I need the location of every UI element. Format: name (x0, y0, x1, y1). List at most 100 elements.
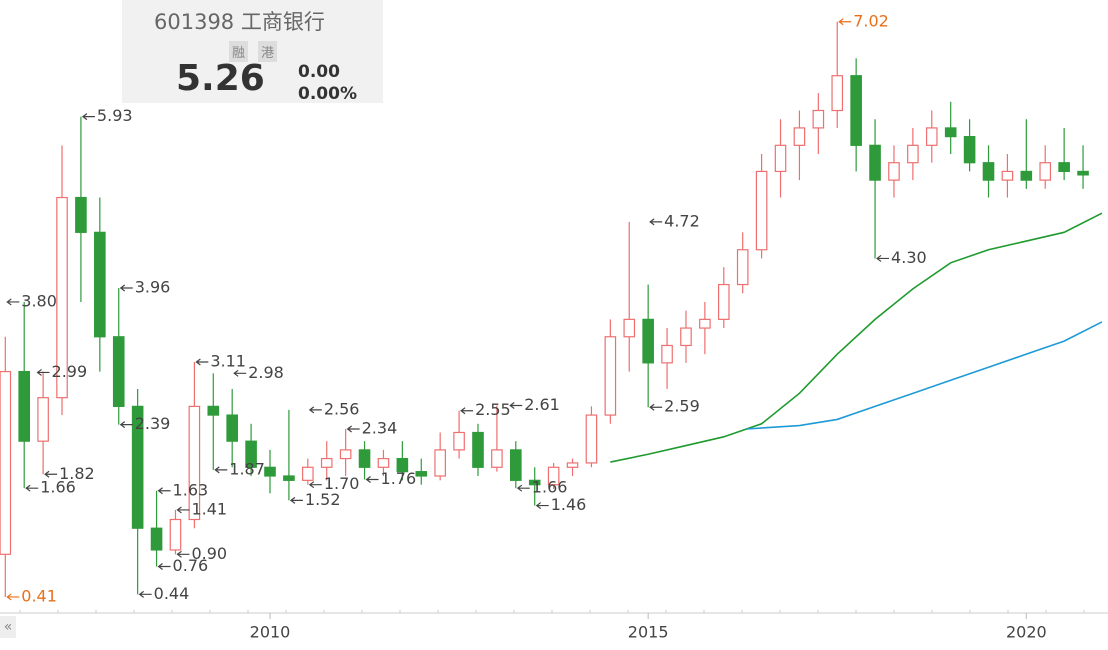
annotation-arrow (6, 593, 20, 601)
candle-body (907, 144, 919, 164)
annotation-label: 2.98 (248, 363, 284, 382)
annotation-label: 2.55 (475, 400, 511, 419)
annotation-arrow (233, 369, 247, 377)
annotation-label: 4.72 (664, 211, 700, 230)
annotation-label: 7.02 (853, 11, 889, 30)
candle-body (283, 475, 295, 481)
annotation-arrow (119, 421, 133, 429)
annotation-arrow (157, 563, 171, 570)
annotation-label: 1.66 (532, 478, 568, 497)
candle-body (888, 162, 900, 181)
annotation-label: 3.11 (210, 351, 246, 370)
annotation-arrow (876, 254, 890, 262)
annotation-label: 1.66 (40, 478, 76, 497)
candle-body (226, 414, 238, 442)
candle-body (377, 457, 390, 468)
candle-body (18, 370, 31, 442)
candle-body (0, 370, 12, 555)
candle-body (585, 414, 598, 464)
annotation-label: 1.70 (324, 474, 360, 493)
candle-body (188, 405, 201, 521)
candle-body (94, 231, 106, 338)
annotation-label: 1.87 (229, 459, 265, 478)
badge: 融 (229, 41, 249, 62)
x-tick-label: 2010 (250, 623, 291, 642)
annotation-arrow (6, 298, 20, 306)
annotation-label: 2.56 (324, 399, 360, 418)
annotation-arrow (214, 466, 228, 474)
candle-body (1039, 162, 1052, 181)
annotation-label: 2.61 (524, 395, 560, 414)
candle-body (1001, 170, 1014, 181)
candle-body (699, 318, 711, 329)
candle-body (963, 136, 976, 164)
candle-body (207, 405, 220, 416)
candle-body (169, 518, 182, 551)
candle-body (245, 440, 257, 468)
annotation-label: 1.46 (551, 495, 587, 514)
candle-body (264, 466, 276, 477)
annotation-arrow (176, 506, 190, 514)
annotation-arrow (308, 406, 322, 414)
annotation-arrow (36, 368, 50, 376)
candle-body (302, 466, 314, 481)
candle-body (453, 431, 465, 451)
candle-body (850, 75, 862, 146)
candle-body (925, 127, 938, 146)
candle-body (812, 109, 825, 129)
annotation-label: 1.63 (173, 480, 209, 499)
candle-body (510, 449, 522, 481)
badge: 港 (258, 41, 278, 62)
annotation-arrow (838, 18, 852, 26)
annotation-label: 5.93 (97, 106, 133, 125)
annotation-label: 2.59 (664, 397, 700, 416)
candle-body (982, 162, 995, 181)
annotation-arrow (176, 550, 190, 558)
candle-body (869, 144, 881, 181)
moving-average-line (746, 321, 1103, 430)
candle-body (755, 170, 768, 251)
annotation-label: 0.76 (173, 556, 209, 575)
annotation-arrow (649, 403, 663, 411)
candle-body (831, 75, 844, 112)
stock-name: 601398 工商银行 (154, 10, 325, 34)
annotation-arrow (44, 470, 58, 478)
candle-body (680, 327, 692, 347)
annotation-label: 2.99 (52, 362, 88, 381)
annotation-arrow (535, 502, 549, 510)
candle-body (566, 462, 579, 468)
annotation-arrow (308, 481, 322, 489)
annotation-label: 1.82 (59, 464, 95, 483)
candle-body (472, 431, 484, 468)
annotation-label: 0.41 (21, 586, 57, 605)
annotation-label: 0.44 (154, 584, 190, 603)
candle-body (415, 471, 428, 477)
annotation-arrow (119, 284, 133, 292)
annotation-arrow (81, 113, 95, 121)
change: 0.00 (298, 62, 340, 82)
annotation-arrow (25, 484, 39, 492)
candle-body (661, 344, 673, 364)
candle-body (1058, 162, 1070, 173)
candle-body (736, 249, 749, 286)
annotation-arrow (346, 425, 360, 433)
annotation-label: 1.76 (381, 469, 417, 488)
candle-body (717, 283, 730, 320)
candle-body (528, 479, 541, 486)
candle-body (339, 449, 352, 460)
candle-body (358, 449, 371, 468)
quote-panel: 601398 工商银行 融 港 5.26 0.00 0.00% (122, 0, 383, 104)
annotation-label: 3.96 (135, 278, 171, 297)
x-tick-label: 2015 (628, 623, 669, 642)
annotation-arrow (516, 484, 530, 492)
moving-average-line (610, 212, 1103, 463)
candle-body (793, 127, 806, 146)
annotation-label: 0.90 (191, 544, 227, 563)
scroll-left-button[interactable]: « (0, 616, 16, 638)
annotation-arrow (649, 218, 663, 226)
annotation-label: 3.80 (21, 291, 57, 310)
annotation-arrow (289, 496, 303, 504)
annotation-arrow (157, 487, 171, 495)
candle-body (112, 336, 125, 407)
